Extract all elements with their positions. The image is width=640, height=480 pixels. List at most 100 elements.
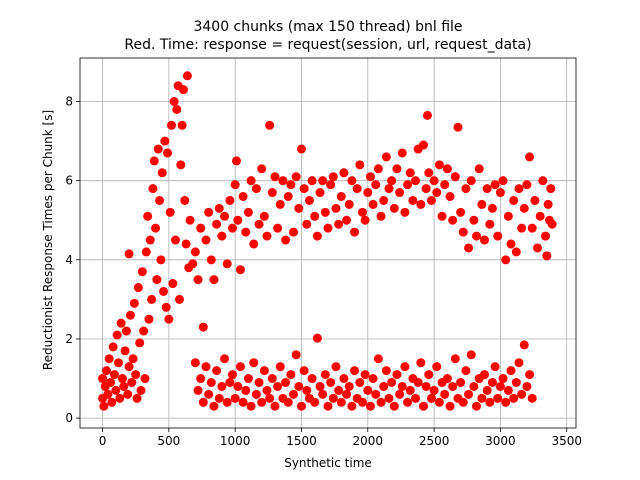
data-point <box>344 199 354 209</box>
data-point <box>302 219 312 229</box>
data-point <box>331 203 341 213</box>
data-point <box>291 350 301 360</box>
data-point <box>116 318 126 328</box>
data-point <box>296 144 306 154</box>
data-point <box>188 259 198 269</box>
y-axis-label: Reductionist Response Times per Chunk [s… <box>41 110 55 370</box>
data-point <box>193 385 203 395</box>
data-point <box>257 397 267 407</box>
data-point <box>241 227 251 237</box>
data-point <box>165 207 175 217</box>
data-point <box>178 85 188 95</box>
data-point <box>257 164 267 174</box>
data-point <box>222 259 232 269</box>
data-point <box>422 110 432 120</box>
data-point <box>299 366 309 376</box>
data-point <box>487 203 497 213</box>
data-point <box>281 235 291 245</box>
data-point <box>426 195 436 205</box>
data-point <box>474 164 484 174</box>
data-point <box>265 393 275 403</box>
data-point <box>434 397 444 407</box>
data-point <box>167 120 177 130</box>
data-point <box>464 389 474 399</box>
x-tick-label: 2500 <box>419 434 450 448</box>
data-point <box>201 362 211 372</box>
chart-title-line1: 3400 chunks (max 150 thread) bnl file <box>193 19 462 35</box>
data-point <box>262 385 272 395</box>
data-point <box>172 104 182 114</box>
data-point <box>376 211 386 221</box>
data-point <box>371 389 381 399</box>
data-point <box>509 393 519 403</box>
data-point <box>206 377 216 387</box>
data-point <box>506 366 516 376</box>
data-point <box>312 231 322 241</box>
data-point <box>371 180 381 190</box>
data-point <box>127 377 137 387</box>
data-point <box>403 397 413 407</box>
data-point <box>392 164 402 174</box>
data-point <box>503 385 513 395</box>
data-point <box>249 358 259 368</box>
data-point <box>182 71 192 81</box>
data-point <box>522 381 532 391</box>
data-point <box>270 401 280 411</box>
data-point <box>533 243 543 253</box>
data-point <box>384 184 394 194</box>
data-point <box>121 326 131 336</box>
data-point <box>411 176 421 186</box>
data-point <box>220 354 230 364</box>
data-point <box>498 176 508 186</box>
data-point <box>231 156 241 166</box>
data-point <box>153 144 163 154</box>
data-point <box>511 377 521 387</box>
data-point <box>129 298 139 308</box>
data-point <box>453 122 463 132</box>
data-point <box>190 358 200 368</box>
data-point <box>458 397 468 407</box>
data-point <box>156 255 166 265</box>
data-point <box>368 199 378 209</box>
data-point <box>177 120 187 130</box>
data-point <box>233 381 243 391</box>
data-point <box>432 188 442 198</box>
data-point <box>291 172 301 182</box>
data-point <box>466 350 476 360</box>
data-point <box>299 184 309 194</box>
data-point <box>185 215 195 225</box>
data-point <box>429 385 439 395</box>
data-point <box>254 377 264 387</box>
data-point <box>304 195 314 205</box>
data-point <box>99 401 109 411</box>
data-point <box>376 397 386 407</box>
data-point <box>157 168 167 178</box>
data-point <box>132 393 142 403</box>
x-axis-label: Synthetic time <box>284 456 372 470</box>
data-point <box>238 397 248 407</box>
data-point <box>360 370 370 380</box>
data-point <box>145 235 155 245</box>
data-point <box>381 152 391 162</box>
data-point <box>538 176 548 186</box>
data-point <box>102 366 112 376</box>
data-point <box>442 374 452 384</box>
y-tick-label: 0 <box>65 411 73 425</box>
data-point <box>190 247 200 257</box>
data-point <box>267 374 277 384</box>
data-point <box>434 160 444 170</box>
data-point <box>514 184 524 194</box>
data-point <box>235 362 245 372</box>
data-point <box>400 362 410 372</box>
data-point <box>405 385 415 395</box>
data-point <box>283 397 293 407</box>
data-point <box>275 199 285 209</box>
data-point <box>278 176 288 186</box>
data-point <box>125 310 135 320</box>
data-point <box>525 370 535 380</box>
data-point <box>135 338 145 348</box>
data-point <box>445 192 455 202</box>
data-point <box>363 188 373 198</box>
data-point <box>136 385 146 395</box>
